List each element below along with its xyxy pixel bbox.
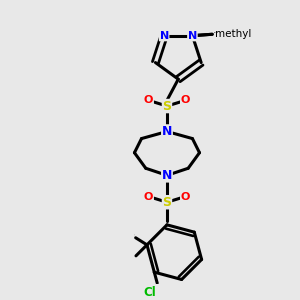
Text: N: N: [160, 31, 169, 41]
Text: N: N: [188, 31, 197, 41]
Text: O: O: [181, 192, 190, 202]
Text: \: \: [134, 234, 135, 236]
Text: N: N: [162, 169, 172, 182]
Text: methyl: methyl: [215, 29, 251, 39]
Text: S: S: [163, 100, 172, 112]
Text: S: S: [163, 196, 172, 209]
Text: N: N: [162, 125, 172, 138]
Text: O: O: [144, 192, 153, 202]
Text: O: O: [144, 95, 153, 105]
Text: methyl: methyl: [214, 32, 219, 34]
Text: O: O: [181, 95, 190, 105]
Text: Cl: Cl: [143, 286, 156, 299]
